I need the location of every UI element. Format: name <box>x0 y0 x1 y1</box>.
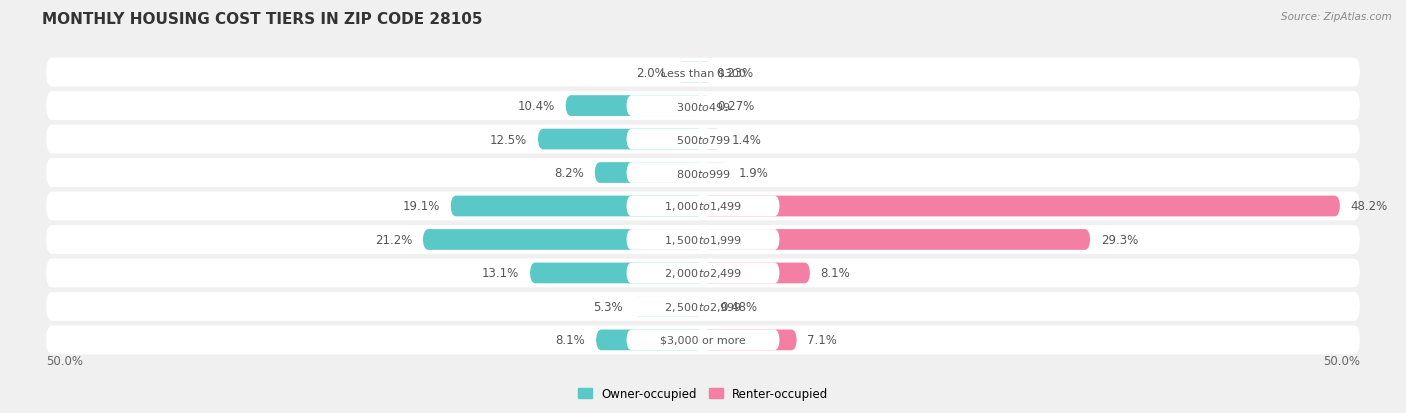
FancyBboxPatch shape <box>423 230 703 250</box>
FancyBboxPatch shape <box>702 96 709 117</box>
FancyBboxPatch shape <box>676 63 703 83</box>
Text: MONTHLY HOUSING COST TIERS IN ZIP CODE 28105: MONTHLY HOUSING COST TIERS IN ZIP CODE 2… <box>42 12 482 27</box>
Text: Less than $300: Less than $300 <box>661 68 745 78</box>
FancyBboxPatch shape <box>626 163 780 183</box>
Text: 5.3%: 5.3% <box>593 300 623 313</box>
Text: 8.2%: 8.2% <box>554 166 583 180</box>
Text: 0.27%: 0.27% <box>717 100 755 113</box>
Text: 1.9%: 1.9% <box>738 166 769 180</box>
Text: 8.1%: 8.1% <box>555 334 585 347</box>
Text: 48.2%: 48.2% <box>1351 200 1388 213</box>
FancyBboxPatch shape <box>46 192 1360 221</box>
FancyBboxPatch shape <box>626 296 780 317</box>
FancyBboxPatch shape <box>703 196 1340 217</box>
Text: 0.48%: 0.48% <box>720 300 756 313</box>
FancyBboxPatch shape <box>46 59 1360 87</box>
FancyBboxPatch shape <box>565 96 703 117</box>
FancyBboxPatch shape <box>450 196 703 217</box>
FancyBboxPatch shape <box>703 330 797 350</box>
FancyBboxPatch shape <box>530 263 703 284</box>
Text: 50.0%: 50.0% <box>1323 354 1360 367</box>
FancyBboxPatch shape <box>626 196 780 217</box>
FancyBboxPatch shape <box>626 129 780 150</box>
FancyBboxPatch shape <box>46 159 1360 188</box>
Text: 7.1%: 7.1% <box>807 334 838 347</box>
FancyBboxPatch shape <box>596 330 703 350</box>
Text: Source: ZipAtlas.com: Source: ZipAtlas.com <box>1281 12 1392 22</box>
Text: 0.23%: 0.23% <box>717 66 754 79</box>
FancyBboxPatch shape <box>703 263 810 284</box>
Text: 1.4%: 1.4% <box>733 133 762 146</box>
FancyBboxPatch shape <box>46 259 1360 287</box>
Legend: Owner-occupied, Renter-occupied: Owner-occupied, Renter-occupied <box>572 382 834 405</box>
Text: $2,500 to $2,999: $2,500 to $2,999 <box>664 300 742 313</box>
Text: $1,000 to $1,499: $1,000 to $1,499 <box>664 200 742 213</box>
Text: $500 to $799: $500 to $799 <box>675 134 731 146</box>
Text: 21.2%: 21.2% <box>375 233 412 247</box>
Text: 2.0%: 2.0% <box>637 66 666 79</box>
Text: 29.3%: 29.3% <box>1101 233 1137 247</box>
Text: $300 to $499: $300 to $499 <box>675 100 731 112</box>
Text: 19.1%: 19.1% <box>402 200 440 213</box>
FancyBboxPatch shape <box>700 63 709 83</box>
FancyBboxPatch shape <box>703 129 721 150</box>
FancyBboxPatch shape <box>633 296 703 317</box>
Text: $3,000 or more: $3,000 or more <box>661 335 745 345</box>
Text: $2,000 to $2,499: $2,000 to $2,499 <box>664 267 742 280</box>
FancyBboxPatch shape <box>46 292 1360 321</box>
Text: $1,500 to $1,999: $1,500 to $1,999 <box>664 233 742 247</box>
Text: 10.4%: 10.4% <box>517 100 555 113</box>
FancyBboxPatch shape <box>626 63 780 83</box>
FancyBboxPatch shape <box>626 330 780 350</box>
FancyBboxPatch shape <box>595 163 703 183</box>
FancyBboxPatch shape <box>626 263 780 284</box>
FancyBboxPatch shape <box>626 230 780 250</box>
FancyBboxPatch shape <box>703 230 1090 250</box>
FancyBboxPatch shape <box>537 129 703 150</box>
FancyBboxPatch shape <box>46 225 1360 254</box>
FancyBboxPatch shape <box>46 326 1360 354</box>
FancyBboxPatch shape <box>703 163 728 183</box>
FancyBboxPatch shape <box>703 296 710 317</box>
FancyBboxPatch shape <box>46 126 1360 154</box>
Text: 12.5%: 12.5% <box>489 133 527 146</box>
FancyBboxPatch shape <box>626 96 780 117</box>
Text: 8.1%: 8.1% <box>821 267 851 280</box>
FancyBboxPatch shape <box>46 92 1360 121</box>
Text: 50.0%: 50.0% <box>46 354 83 367</box>
Text: 13.1%: 13.1% <box>482 267 519 280</box>
Text: $800 to $999: $800 to $999 <box>675 167 731 179</box>
